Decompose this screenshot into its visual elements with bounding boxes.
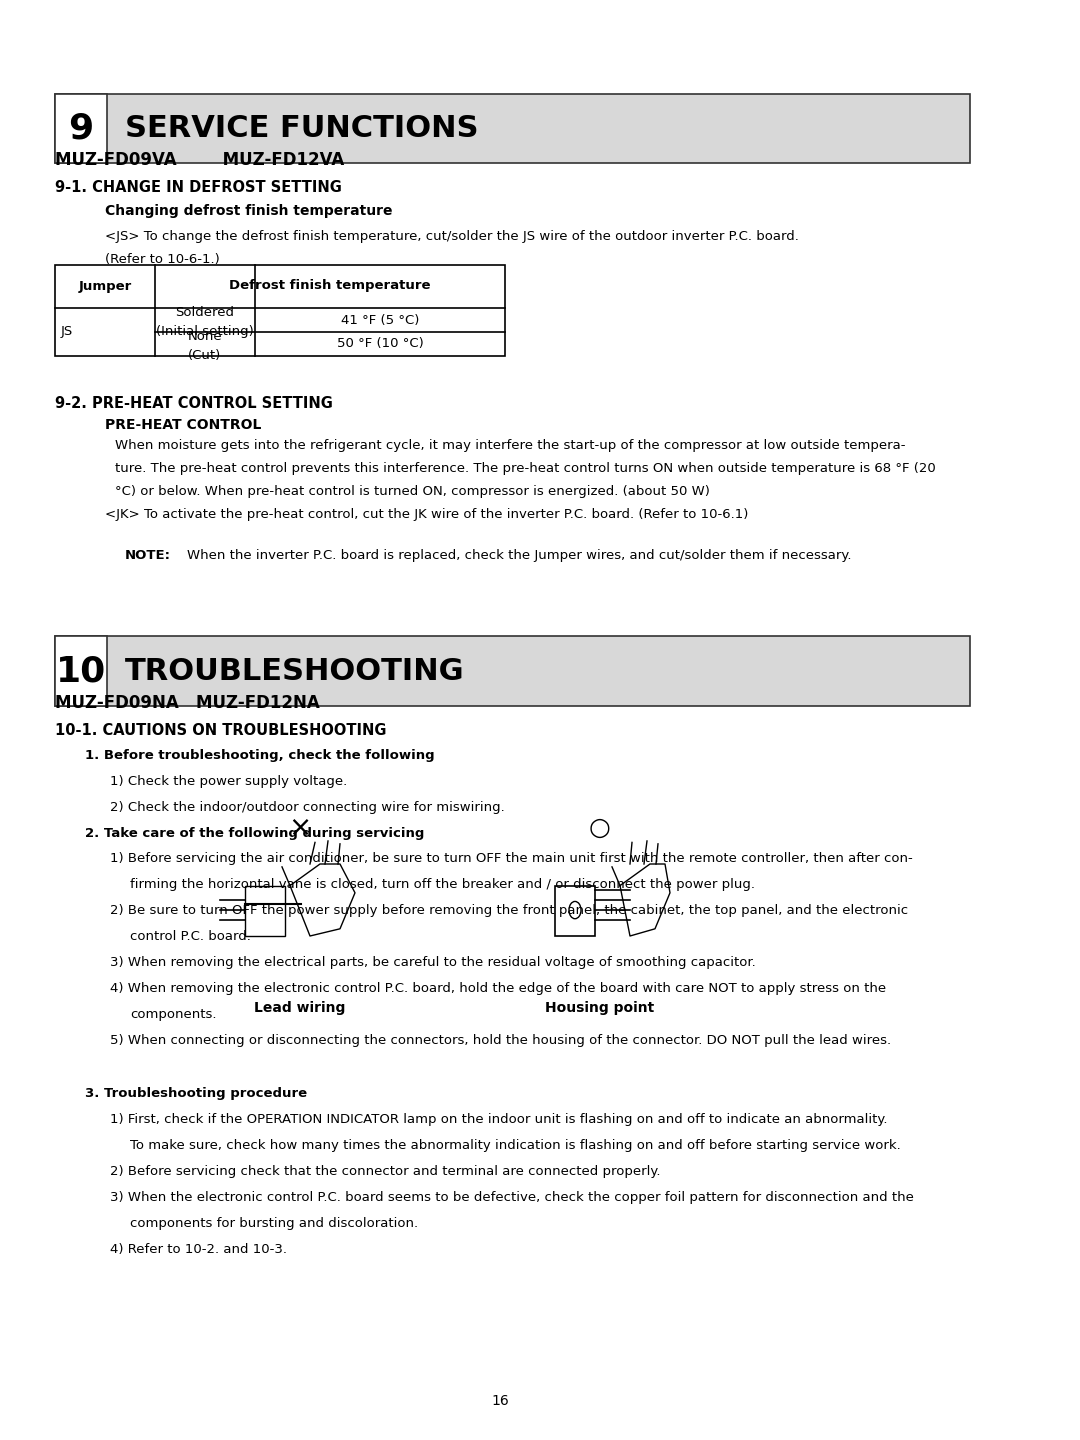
Text: 2. Take care of the following during servicing: 2. Take care of the following during ser…	[85, 827, 424, 840]
Text: (Cut): (Cut)	[188, 348, 221, 361]
Text: components for bursting and discoloration.: components for bursting and discoloratio…	[130, 1217, 418, 1230]
Text: 10-1. CAUTIONS ON TROUBLESHOOTING: 10-1. CAUTIONS ON TROUBLESHOOTING	[55, 723, 387, 737]
Text: When the inverter P.C. board is replaced, check the Jumper wires, and cut/solder: When the inverter P.C. board is replaced…	[187, 549, 851, 562]
Text: ture. The pre-heat control prevents this interference. The pre-heat control turn: ture. The pre-heat control prevents this…	[114, 462, 935, 475]
Text: JS: JS	[60, 325, 73, 338]
Text: 4) When removing the electronic control P.C. board, hold the edge of the board w: 4) When removing the electronic control …	[110, 982, 886, 995]
Text: 4) Refer to 10-2. and 10-3.: 4) Refer to 10-2. and 10-3.	[110, 1243, 287, 1256]
Text: MUZ-FD09VA        MUZ-FD12VA: MUZ-FD09VA MUZ-FD12VA	[55, 151, 345, 170]
Text: Lead wiring: Lead wiring	[254, 1001, 346, 1015]
Text: °C) or below. When pre-heat control is turned ON, compressor is energized. (abou: °C) or below. When pre-heat control is t…	[114, 485, 710, 498]
Text: 3) When removing the electrical parts, be careful to the residual voltage of smo: 3) When removing the electrical parts, b…	[110, 956, 756, 969]
Text: <JK> To activate the pre-heat control, cut the JK wire of the inverter P.C. boar: <JK> To activate the pre-heat control, c…	[105, 508, 748, 521]
Bar	[55, 265, 505, 356]
Text: 2) Before servicing check that the connector and terminal are connected properly: 2) Before servicing check that the conne…	[110, 1165, 661, 1178]
Text: MUZ-FD09NA   MUZ-FD12NA: MUZ-FD09NA MUZ-FD12NA	[55, 694, 320, 713]
Text: 50 °F (10 °C): 50 °F (10 °C)	[337, 337, 423, 350]
Circle shape	[569, 901, 581, 919]
Text: When moisture gets into the refrigerant cycle, it may interfere the start-up of : When moisture gets into the refrigerant …	[114, 439, 905, 452]
Text: 10: 10	[56, 654, 106, 688]
Text: 9-1. CHANGE IN DEFROST SETTING: 9-1. CHANGE IN DEFROST SETTING	[55, 180, 342, 194]
Text: 2) Check the indoor/outdoor connecting wire for miswiring.: 2) Check the indoor/outdoor connecting w…	[110, 801, 504, 814]
FancyBboxPatch shape	[55, 94, 970, 163]
Text: 3) When the electronic control P.C. board seems to be defective, check the coppe: 3) When the electronic control P.C. boar…	[110, 1191, 914, 1204]
Text: Soldered: Soldered	[175, 307, 234, 320]
Text: To make sure, check how many times the abnormality indication is flashing on and: To make sure, check how many times the a…	[130, 1139, 901, 1152]
Text: firming the horizontal vane is closed, turn off the breaker and / or disconnect : firming the horizontal vane is closed, t…	[130, 878, 755, 891]
Text: 9: 9	[68, 111, 94, 145]
Text: <JS> To change the defrost finish temperature, cut/solder the JS wire of the out: <JS> To change the defrost finish temper…	[105, 230, 799, 243]
Text: 1) Before servicing the air conditioner, be sure to turn OFF the main unit first: 1) Before servicing the air conditioner,…	[110, 852, 913, 865]
Text: ×: ×	[288, 814, 312, 842]
Text: control P.C. board.: control P.C. board.	[130, 930, 251, 943]
Text: NOTE:: NOTE:	[125, 549, 171, 562]
FancyBboxPatch shape	[55, 636, 107, 706]
Text: Housing point: Housing point	[545, 1001, 654, 1015]
Text: None: None	[188, 330, 222, 343]
Text: 16: 16	[491, 1394, 509, 1408]
FancyBboxPatch shape	[55, 636, 970, 706]
Text: 9-2. PRE-HEAT CONTROL SETTING: 9-2. PRE-HEAT CONTROL SETTING	[55, 396, 333, 410]
Text: PRE-HEAT CONTROL: PRE-HEAT CONTROL	[105, 418, 261, 432]
Text: (Refer to 10-6-1.): (Refer to 10-6-1.)	[105, 253, 219, 266]
Text: 1) Check the power supply voltage.: 1) Check the power supply voltage.	[110, 775, 348, 788]
Text: Jumper: Jumper	[79, 279, 132, 294]
Text: ○: ○	[589, 816, 611, 840]
Bar	[245, 886, 285, 936]
Text: Defrost finish temperature: Defrost finish temperature	[229, 278, 431, 292]
Text: (Initial setting): (Initial setting)	[157, 325, 254, 338]
Text: SERVICE FUNCTIONS: SERVICE FUNCTIONS	[125, 114, 478, 143]
Text: 1. Before troubleshooting, check the following: 1. Before troubleshooting, check the fol…	[85, 749, 434, 762]
Text: 1) First, check if the OPERATION INDICATOR lamp on the indoor unit is flashing o: 1) First, check if the OPERATION INDICAT…	[110, 1113, 888, 1126]
Text: 2) Be sure to turn OFF the power supply before removing the front panel, the cab: 2) Be sure to turn OFF the power supply …	[110, 904, 908, 917]
Text: components.: components.	[130, 1008, 216, 1021]
FancyBboxPatch shape	[55, 94, 107, 163]
Text: Changing defrost finish temperature: Changing defrost finish temperature	[105, 204, 392, 219]
Text: 5) When connecting or disconnecting the connectors, hold the housing of the conn: 5) When connecting or disconnecting the …	[110, 1034, 891, 1047]
Bar	[555, 886, 595, 936]
Text: 41 °F (5 °C): 41 °F (5 °C)	[341, 314, 419, 327]
Text: TROUBLESHOOTING: TROUBLESHOOTING	[125, 657, 464, 685]
Text: 3. Troubleshooting procedure: 3. Troubleshooting procedure	[85, 1087, 307, 1100]
